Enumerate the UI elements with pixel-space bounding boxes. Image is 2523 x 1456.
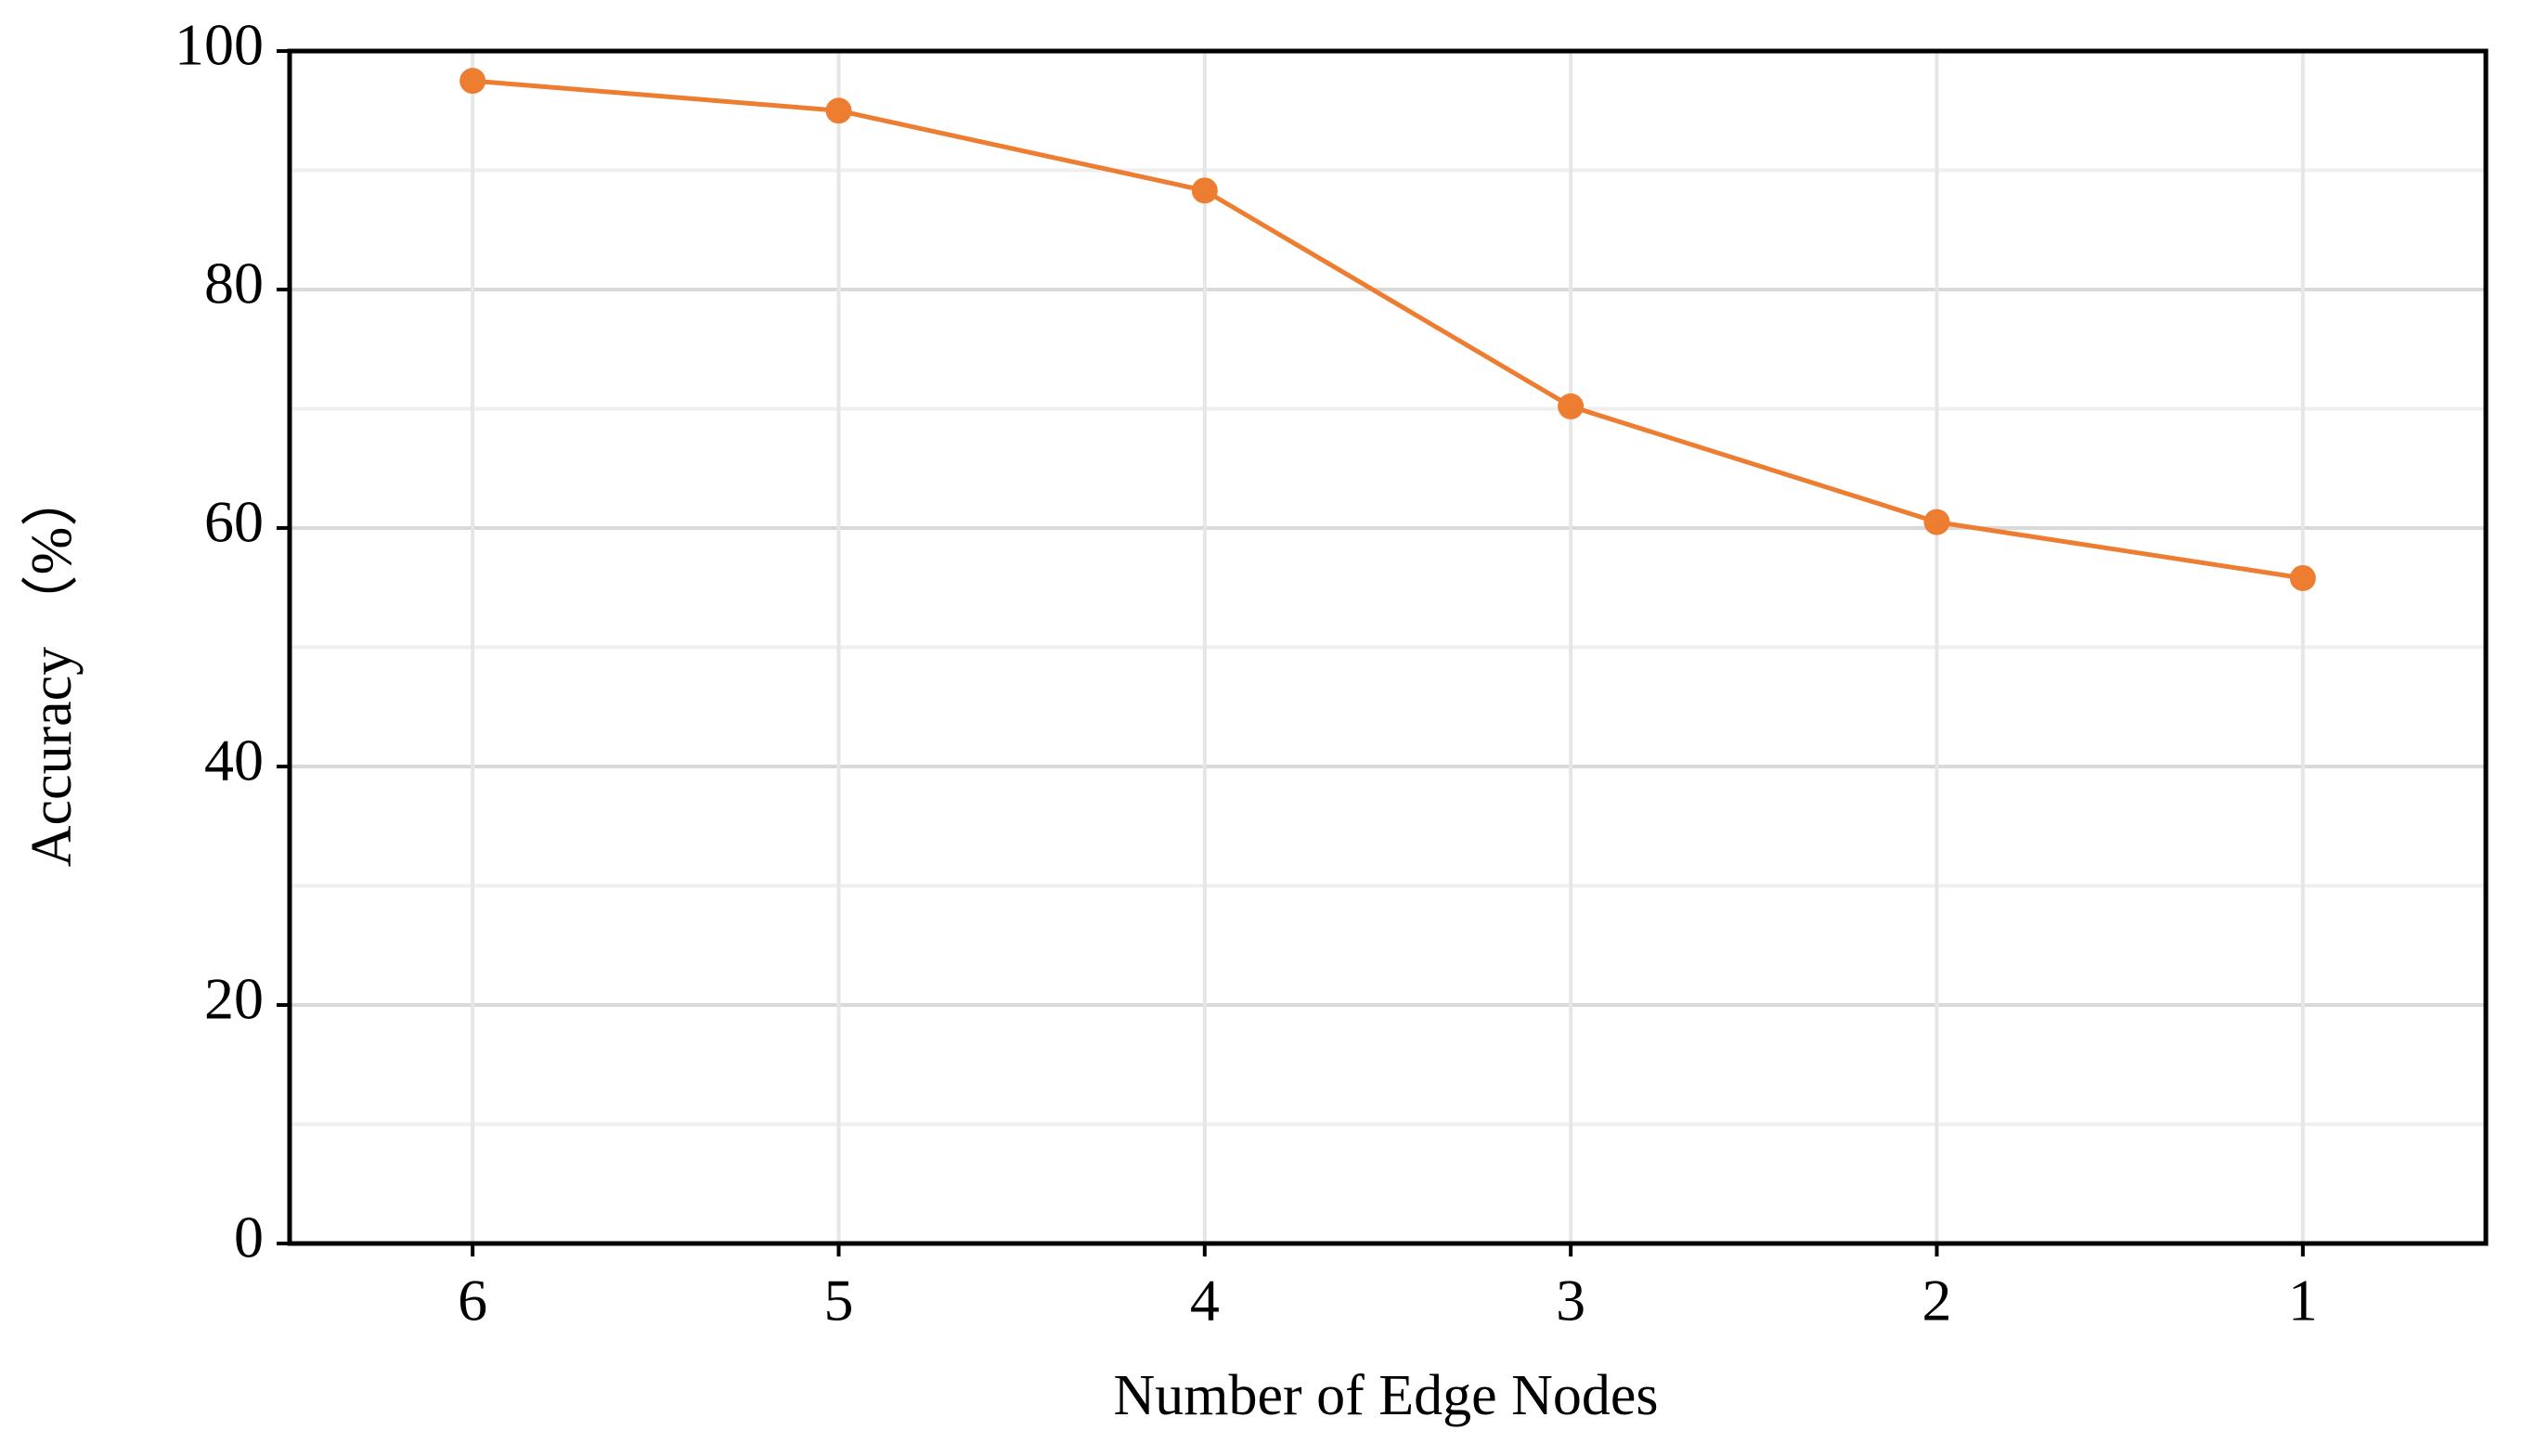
line bbox=[472, 78, 2304, 581]
y-tick-label: 100 bbox=[175, 12, 264, 78]
marker bbox=[1191, 177, 1218, 204]
marker bbox=[2289, 564, 2316, 591]
marker bbox=[1923, 509, 1950, 535]
x-tick-label: 1 bbox=[2288, 1268, 2318, 1334]
marker bbox=[459, 68, 486, 95]
y-axis-label: Accuracy （%） bbox=[20, 470, 84, 868]
y-tick-label: 0 bbox=[234, 1205, 264, 1270]
y-tick-label: 40 bbox=[204, 728, 264, 793]
plot-frame bbox=[287, 48, 2489, 1246]
x-tick-label: 5 bbox=[824, 1268, 854, 1334]
y-tick-label: 20 bbox=[204, 966, 264, 1032]
marker bbox=[825, 97, 852, 124]
y-tick-label: 60 bbox=[204, 489, 264, 555]
marker bbox=[1558, 393, 1585, 419]
y-tick-label: 80 bbox=[204, 251, 264, 316]
x-tick-label: 2 bbox=[1922, 1268, 1952, 1334]
x-tick-label: 3 bbox=[1556, 1268, 1585, 1334]
x-tick-label: 4 bbox=[1190, 1268, 1220, 1334]
x-axis-label: Number of Edge Nodes bbox=[1113, 1364, 1658, 1427]
x-tick-label: 6 bbox=[458, 1268, 487, 1334]
